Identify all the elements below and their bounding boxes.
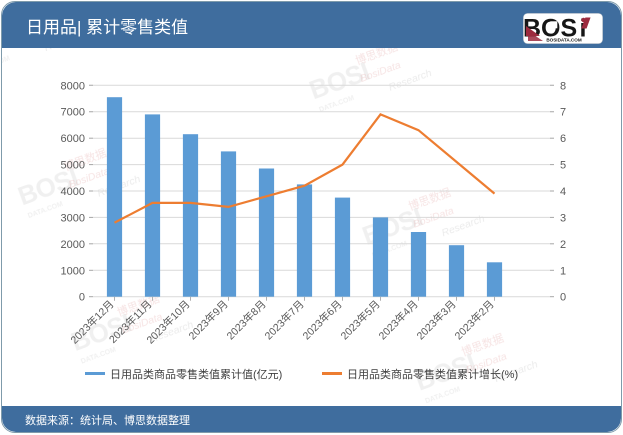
svg-text:2023年7月: 2023年7月: [262, 298, 307, 343]
svg-text:4000: 4000: [61, 186, 85, 198]
svg-text:6: 6: [560, 133, 566, 145]
svg-text:3000: 3000: [61, 212, 85, 224]
svg-text:5000: 5000: [61, 160, 85, 172]
svg-text:1: 1: [560, 265, 566, 277]
svg-text:7000: 7000: [61, 107, 85, 119]
svg-text:2000: 2000: [61, 239, 85, 251]
svg-text:2023年4月: 2023年4月: [376, 298, 421, 343]
svg-text:7: 7: [560, 107, 566, 119]
svg-text:0: 0: [79, 292, 85, 304]
svg-text:3: 3: [560, 212, 566, 224]
svg-text:2023年5月: 2023年5月: [338, 298, 383, 343]
svg-text:5: 5: [560, 160, 566, 172]
svg-text:2023年9月: 2023年9月: [186, 298, 231, 343]
svg-text:2023年8月: 2023年8月: [224, 298, 269, 343]
svg-text:2023年2月: 2023年2月: [452, 298, 497, 343]
svg-text:4: 4: [560, 186, 566, 198]
svg-text:1000: 1000: [61, 265, 85, 277]
svg-text:8: 8: [560, 80, 566, 92]
svg-text:2023年6月: 2023年6月: [300, 298, 345, 343]
svg-text:BOSIDATA.COM: BOSIDATA.COM: [546, 38, 581, 43]
svg-text:6000: 6000: [61, 133, 85, 145]
svg-text:8000: 8000: [61, 80, 85, 92]
svg-text:2023年3月: 2023年3月: [414, 298, 459, 343]
svg-text:2: 2: [560, 239, 566, 251]
svg-text:0: 0: [560, 292, 566, 304]
